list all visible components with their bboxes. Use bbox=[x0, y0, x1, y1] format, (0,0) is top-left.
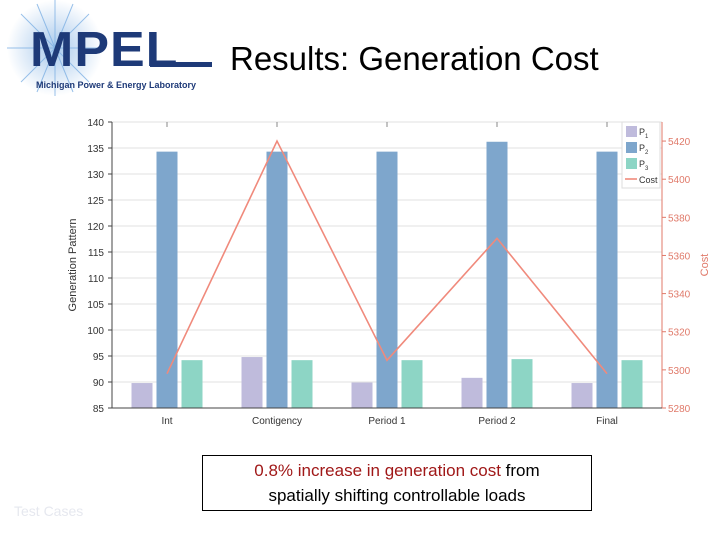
legend-label-p1-letter: P bbox=[639, 127, 645, 137]
legend-swatch-p3 bbox=[626, 158, 637, 169]
x-tick-label-period-1: Period 1 bbox=[368, 416, 406, 427]
bar-p3-contigency bbox=[291, 360, 313, 408]
y-tick-label-110: 110 bbox=[88, 274, 104, 285]
bar-p1-contigency bbox=[241, 357, 263, 408]
y2-tick-label-5400: 5400 bbox=[668, 175, 691, 186]
x-tick-label-contigency: Contigency bbox=[252, 416, 302, 427]
bar-p3-period-2 bbox=[511, 359, 533, 408]
bar-p2-int bbox=[156, 151, 178, 408]
legend-label-p3-subscript: 3 bbox=[645, 166, 649, 172]
x-tick-label-period-2: Period 2 bbox=[478, 416, 516, 427]
y2-tick-label-5340: 5340 bbox=[668, 290, 691, 301]
y-tick-label-125: 125 bbox=[87, 196, 104, 207]
chart-axes bbox=[111, 122, 663, 409]
bar-p1-final bbox=[571, 383, 593, 408]
generation-cost-chart: 85 90 95 100 105 110 115 120 125 130 135 140 5280 53… bbox=[67, 118, 711, 427]
legend-label-cost: Cost bbox=[639, 175, 658, 185]
bar-p2-period-1 bbox=[376, 151, 398, 408]
slide-title: Results: Generation Cost bbox=[230, 40, 599, 77]
bar-p3-period-1 bbox=[401, 360, 423, 408]
cost-series-line bbox=[166, 139, 608, 375]
legend-label-p1: P1 bbox=[639, 127, 649, 140]
legend-swatch-p2 bbox=[626, 142, 637, 153]
legend-label-p2-subscript: 2 bbox=[645, 150, 649, 156]
x-tick-label-final: Final bbox=[596, 416, 618, 427]
callout-highlight: 0.8% increase in generation cost bbox=[254, 461, 501, 480]
bar-p2-final bbox=[596, 151, 618, 408]
bar-p1-period-2 bbox=[461, 377, 483, 408]
y2-axis-ticks: 5280 5300 5320 5340 5360 5380 5400 5420 bbox=[662, 137, 691, 415]
bar-p3-int bbox=[181, 360, 203, 408]
callout-text-line2: spatially shifting controllable loads bbox=[268, 486, 526, 505]
logo-wordmark: MPEL bbox=[30, 22, 179, 78]
bar-p3-final bbox=[621, 360, 643, 408]
y-tick-label-135: 135 bbox=[87, 144, 104, 155]
legend-label-p3: P3 bbox=[639, 159, 649, 172]
chart-bars bbox=[131, 141, 643, 408]
chart-cost-line bbox=[166, 122, 608, 375]
y-tick-label-130: 130 bbox=[87, 170, 104, 181]
legend-label-p2-letter: P bbox=[639, 143, 645, 153]
logo-burst-graphic bbox=[7, 0, 212, 96]
y-axis-ticks: 85 90 95 100 105 110 115 120 125 130 135 140 bbox=[87, 118, 112, 415]
y-tick-label-120: 120 bbox=[87, 222, 104, 233]
y2-tick-label-5280: 5280 bbox=[668, 404, 691, 415]
callout-text-line1: from bbox=[500, 461, 540, 480]
bar-p1-period-1 bbox=[351, 382, 373, 408]
bar-p2-contigency bbox=[266, 151, 288, 408]
y-tick-label-115: 115 bbox=[88, 248, 104, 259]
x-axis-ticks: Int Contigency Period 1 Period 2 Final bbox=[161, 416, 617, 427]
y2-tick-label-5380: 5380 bbox=[668, 213, 691, 224]
y-tick-label-100: 100 bbox=[87, 326, 104, 337]
y2-axis-label: Cost bbox=[699, 254, 711, 277]
logo-subtitle: Michigan Power & Energy Laboratory bbox=[36, 80, 197, 90]
callout-box: 0.8% increase in generation cost from sp… bbox=[202, 455, 592, 511]
legend-label-p1-subscript: 1 bbox=[645, 134, 649, 140]
mpel-logo: MPEL Michigan Power & Energy Laboratory bbox=[0, 0, 215, 100]
y-tick-label-90: 90 bbox=[93, 378, 105, 389]
legend-label-p3-letter: P bbox=[639, 159, 645, 169]
x-tick-label-int: Int bbox=[161, 416, 172, 427]
y-axis-label: Generation Pattern bbox=[67, 219, 79, 312]
y2-tick-label-5320: 5320 bbox=[668, 328, 691, 339]
legend-label-p2: P2 bbox=[639, 143, 649, 156]
bar-p2-period-2 bbox=[486, 141, 508, 408]
footer-note: Test Cases bbox=[14, 503, 84, 519]
y-tick-label-140: 140 bbox=[87, 118, 104, 129]
legend-swatch-p1 bbox=[626, 126, 637, 137]
y2-tick-label-5360: 5360 bbox=[668, 251, 691, 262]
bar-p1-int bbox=[131, 383, 153, 408]
y2-tick-label-5420: 5420 bbox=[668, 137, 691, 148]
y-tick-label-85: 85 bbox=[93, 404, 105, 415]
y-tick-label-105: 105 bbox=[87, 300, 104, 311]
y2-tick-label-5300: 5300 bbox=[668, 366, 691, 377]
y-tick-label-95: 95 bbox=[93, 352, 105, 363]
